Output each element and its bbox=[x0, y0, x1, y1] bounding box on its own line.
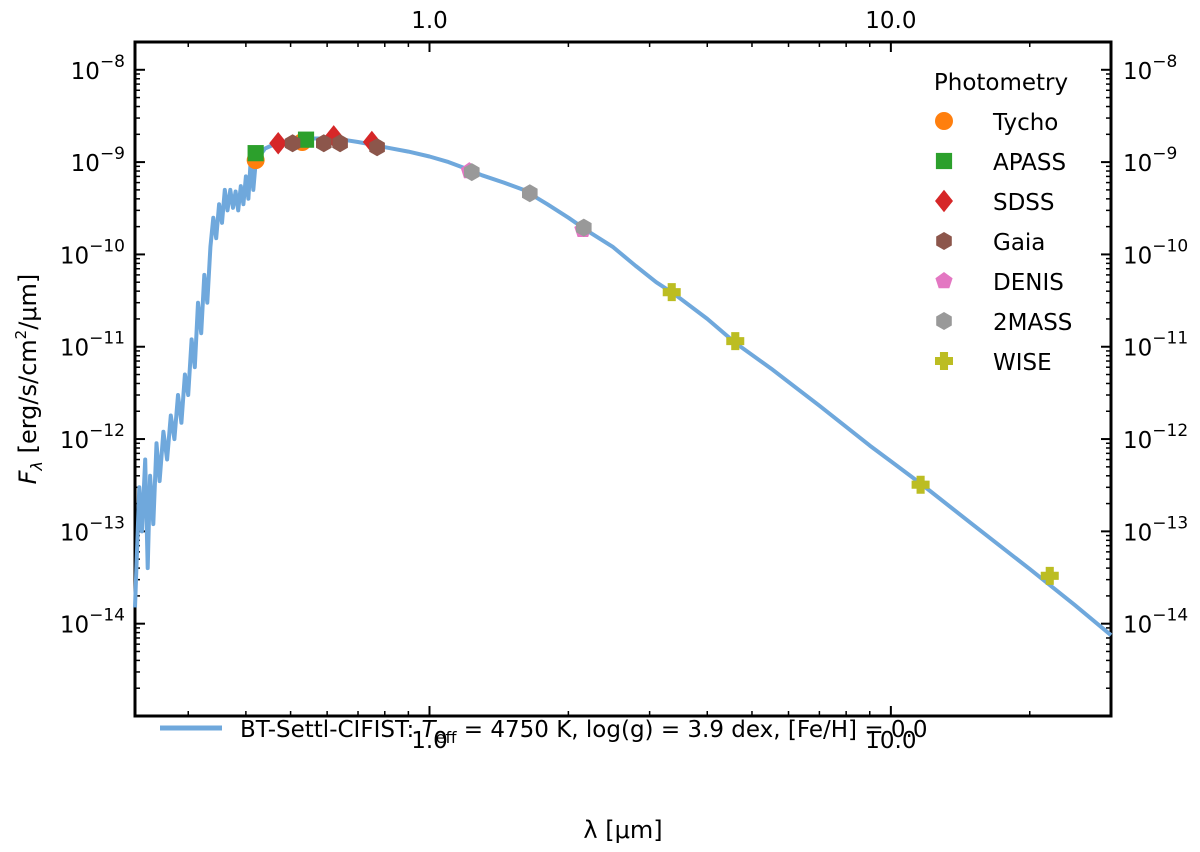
y-tick-label-right: 10−14 bbox=[1123, 606, 1188, 639]
y-tick-labels-right: 10−14 10−13 10−12 10−11 10−10 10−9 10−8 bbox=[1123, 52, 1188, 639]
y-tick-label-left: 10−10 bbox=[60, 236, 125, 269]
model-legend: BT-Settl-CIFIST: Teff = 4750 K, log(g) =… bbox=[160, 717, 927, 747]
y-tick-label-right: 10−11 bbox=[1123, 329, 1188, 362]
x-tick-labels-bottom: 1.0 10.0 bbox=[411, 728, 916, 754]
legend-2mass-label: 2MASS bbox=[993, 310, 1072, 336]
model-legend-teff-sub: eff bbox=[436, 728, 458, 747]
y-tick-label-left: 10−11 bbox=[60, 329, 125, 362]
wise-point bbox=[726, 332, 745, 351]
legend-gaia-label: Gaia bbox=[993, 230, 1045, 256]
photometry-legend: Photometry Tycho APASS SDSS Gaia DENIS 2MASS W… bbox=[934, 70, 1073, 376]
x-axis-label: λ [μm] bbox=[583, 816, 662, 844]
wise-point bbox=[1040, 566, 1059, 585]
legend-tycho-label: Tycho bbox=[992, 110, 1058, 136]
wise-point bbox=[911, 475, 930, 494]
legend-tycho-marker bbox=[935, 112, 953, 130]
legend-denis-label: DENIS bbox=[993, 270, 1064, 296]
y-tick-label-left: 10−9 bbox=[71, 144, 125, 177]
model-legend-teff-value: = 4750 K, bbox=[456, 717, 585, 743]
axis-ticks bbox=[135, 41, 1112, 716]
model-legend-name: BT-Settl-CIFIST: bbox=[240, 717, 422, 743]
legend-sdss-marker bbox=[935, 189, 953, 213]
legend-sdss-label: SDSS bbox=[993, 190, 1055, 216]
x-tick-label-top: 1.0 bbox=[411, 8, 448, 34]
model-layer bbox=[133, 136, 1113, 637]
legend-entries: Tycho APASS SDSS Gaia DENIS 2MASS WISE bbox=[935, 110, 1072, 376]
y-tick-label-left: 10−13 bbox=[60, 513, 125, 546]
model-legend-feh: [Fe/H] = 0.0 bbox=[788, 717, 928, 743]
2mass-point bbox=[576, 218, 592, 237]
sdss-point bbox=[269, 132, 288, 155]
x-tick-label-bottom: 10.0 bbox=[865, 728, 916, 754]
legend-apass-marker bbox=[935, 152, 953, 170]
gaia-point bbox=[284, 134, 301, 153]
gaia-point bbox=[332, 134, 348, 153]
y-tick-label-right: 10−9 bbox=[1123, 144, 1177, 177]
2mass-point bbox=[522, 184, 538, 203]
y-label-sub: λ bbox=[27, 461, 46, 471]
2mass-point bbox=[464, 163, 480, 182]
y-tick-label-right: 10−12 bbox=[1123, 421, 1188, 454]
legend-gaia-marker bbox=[936, 232, 952, 250]
apass-point bbox=[247, 145, 264, 162]
wise-point bbox=[662, 283, 681, 302]
apass-point bbox=[297, 131, 315, 148]
legend-wise-marker bbox=[935, 352, 953, 370]
model-legend-logg: log(g) = 3.9 dex, bbox=[586, 717, 788, 743]
model-legend-teff-sym: T bbox=[422, 717, 438, 743]
legend-denis-marker bbox=[935, 272, 953, 289]
x-tick-label-bottom: 1.0 bbox=[411, 728, 448, 754]
model-legend-text: BT-Settl-CIFIST: Teff = 4750 K, log(g) =… bbox=[240, 717, 927, 747]
legend-apass-label: APASS bbox=[993, 150, 1066, 176]
x-tick-label-top: 10.0 bbox=[865, 8, 916, 34]
gaia-point bbox=[369, 138, 385, 157]
y-tick-label-left: 10−12 bbox=[60, 421, 125, 454]
plot-area bbox=[133, 40, 1113, 718]
y-label-unit: [erg/s/cm bbox=[14, 339, 42, 461]
model-spectrum-line bbox=[133, 136, 1113, 637]
y-label-unit-end: /μm] bbox=[14, 274, 42, 330]
photometry-points bbox=[246, 125, 1059, 585]
x-tick-labels-top: 1.0 10.0 bbox=[411, 8, 916, 34]
y-tick-label-right: 10−13 bbox=[1123, 513, 1188, 546]
plot-frame bbox=[133, 40, 1113, 718]
y-tick-labels-left: 10−14 10−13 10−12 10−11 10−10 10−9 10−8 bbox=[60, 52, 125, 639]
legend-wise-label: WISE bbox=[993, 350, 1052, 376]
y-tick-label-left: 10−14 bbox=[60, 606, 125, 639]
legend-title: Photometry bbox=[934, 70, 1068, 96]
y-label-symbol: F bbox=[14, 469, 42, 484]
gaia-point bbox=[316, 134, 332, 153]
y-axis-label: Fλ [erg/s/cm2/μm] bbox=[12, 274, 46, 485]
legend-2mass-marker bbox=[936, 312, 952, 330]
y-label-sup: 2 bbox=[12, 330, 30, 340]
y-tick-label-right: 10−8 bbox=[1123, 52, 1177, 85]
y-tick-label-right: 10−10 bbox=[1123, 236, 1188, 269]
y-tick-label-left: 10−8 bbox=[71, 52, 125, 85]
